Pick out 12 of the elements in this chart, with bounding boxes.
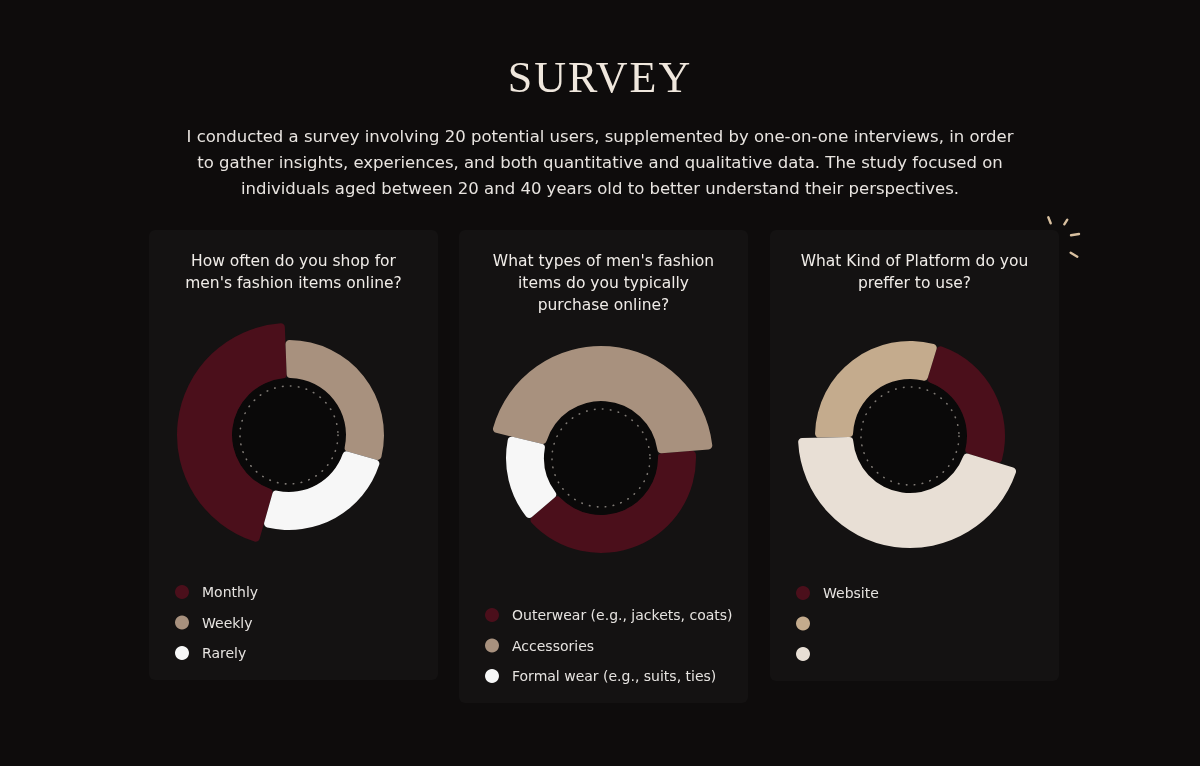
chart-title: How often do you shop for men's fashion items online? [184, 251, 403, 294]
legend-label: Weekly [202, 614, 253, 631]
legend-label: Formal wear (e.g., suits, ties) [512, 668, 717, 684]
text: SURVEY [506, 52, 694, 104]
text: I conducted a survey involving 20 potential users, supplemented by one-on-one interviews, in order to gather insights, experiences, and both quantitative and qualitative data. The study focused on individuals aged between 20 and 40 years old to better understand their perspectives. [185, 126, 1015, 200]
chart-title: What Kind of Platform do you preffer to use? [799, 251, 1030, 294]
chart-title: What types of men's fashion items do you typically purchase online? [491, 251, 716, 316]
legend-label: Monthly [202, 584, 259, 600]
legend-label: Outerwear (e.g., jackets, coats) [512, 607, 733, 623]
legend-label: Accessories [512, 637, 595, 654]
legend-label: Website [823, 585, 879, 601]
legend-label: Rarely [202, 645, 247, 661]
